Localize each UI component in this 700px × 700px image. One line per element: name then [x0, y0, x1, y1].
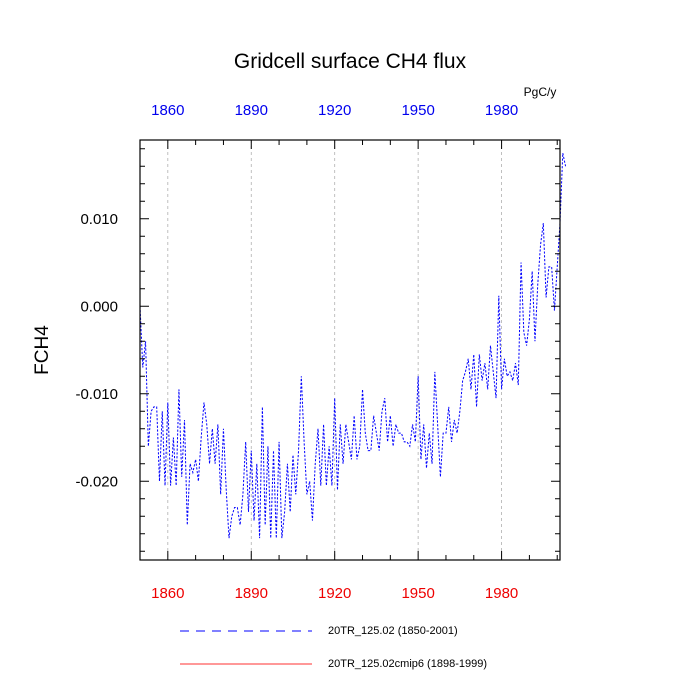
- tick-labels: 1860 1860 1890 1890 1920 1920 1950 1950 1980 1980…: [75, 102, 518, 602]
- y-tick-label: -0.020: [75, 473, 118, 490]
- x-tick-label-bottom: 1950: [401, 585, 434, 602]
- grid-lines: [167, 140, 502, 560]
- axis-ticks: [139, 140, 560, 560]
- chart-title: Gridcell surface CH4 flux: [234, 50, 467, 73]
- x-tick-label-top: 1920: [318, 102, 351, 119]
- x-tick-label-bottom: 1860: [151, 585, 184, 602]
- x-tick-label-top: 1980: [485, 102, 518, 119]
- series-line-1: [139, 153, 567, 539]
- y-tick-label: 0.000: [80, 298, 118, 315]
- y-tick-label: -0.010: [75, 386, 118, 403]
- x-tick-label-top: 1890: [235, 102, 268, 119]
- plot-frame: [139, 139, 561, 561]
- x-tick-label-bottom: 1890: [235, 585, 268, 602]
- x-tick-label-bottom: 1920: [318, 585, 351, 602]
- legend: 20TR_125.02 (1850-2001) 20TR_125.02cmip6…: [180, 625, 487, 670]
- y-tick-label: 0.010: [80, 211, 118, 228]
- series-layer: [139, 153, 567, 539]
- units-label: PgC/y: [524, 85, 557, 99]
- x-tick-label-top: 1860: [151, 102, 184, 119]
- x-tick-label-bottom: 1980: [485, 585, 518, 602]
- y-axis-label: FCH4: [32, 325, 53, 375]
- legend-label-series-2: 20TR_125.02cmip6 (1898-1999): [328, 658, 487, 670]
- legend-label-series-1: 20TR_125.02 (1850-2001): [328, 625, 458, 637]
- x-tick-label-top: 1950: [401, 102, 434, 119]
